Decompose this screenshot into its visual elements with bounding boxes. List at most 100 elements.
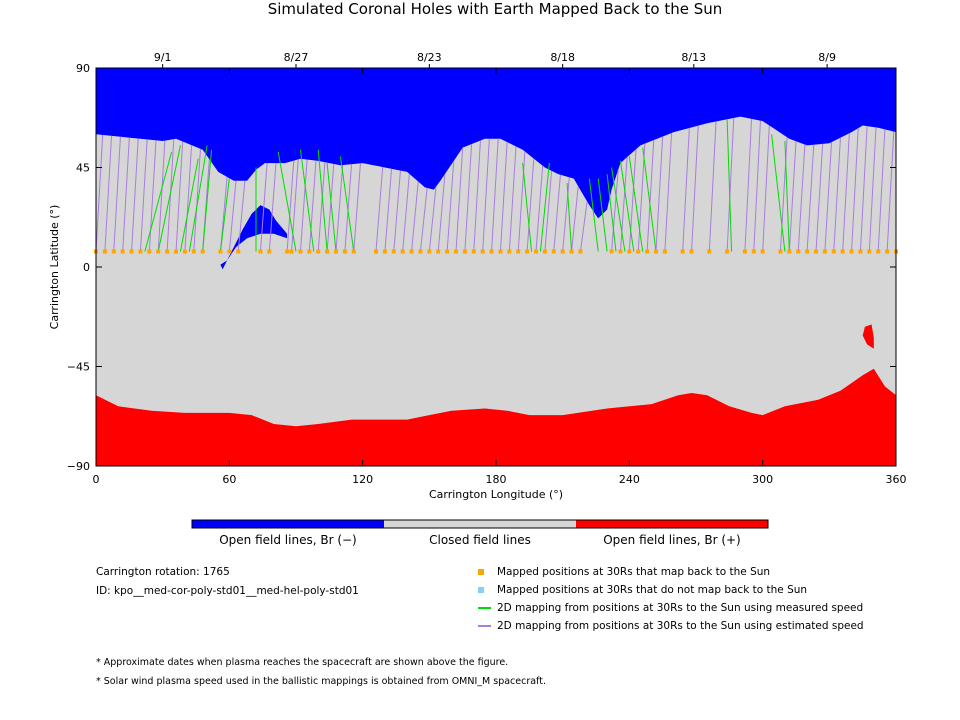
colorbar-negative-segment	[192, 520, 384, 528]
mapped-position-point	[627, 249, 632, 254]
mapped-position-point	[805, 249, 810, 254]
mapped-position-point	[400, 249, 405, 254]
legend-label-estimated: 2D mapping from positions at 30Rs to the…	[497, 620, 864, 632]
estimated-mapping-line	[437, 174, 446, 252]
estimated-mapping-line	[646, 140, 655, 252]
mapped-position-point	[120, 249, 125, 254]
estimated-mapping-line	[886, 131, 895, 252]
mapped-position-point	[680, 249, 685, 254]
mapped-position-point	[102, 249, 107, 254]
mapped-position-point	[427, 249, 432, 254]
mapped-position-point	[418, 249, 423, 254]
estimated-mapping-line	[815, 143, 824, 252]
mapped-position-point	[609, 249, 614, 254]
mapped-position-point	[654, 249, 658, 254]
mapped-position-point	[516, 249, 521, 254]
y-tick-label: 90	[76, 62, 90, 75]
mapped-position-point	[138, 249, 143, 254]
measured-mapping-line	[219, 178, 230, 252]
estimated-mapping-line	[353, 163, 361, 252]
mapped-position-point	[742, 249, 747, 254]
estimated-mapping-line	[508, 146, 517, 252]
estimated-mapping-line	[228, 180, 237, 252]
x-axis-label: Carrington Longitude (°)	[429, 488, 563, 501]
date-tick-label: 8/27	[284, 51, 309, 64]
mapped-position-point	[298, 249, 303, 254]
x-tick-label: 240	[619, 473, 640, 486]
colorbar-closed-segment	[384, 520, 576, 528]
mapped-position-point	[334, 249, 338, 254]
estimated-mapping-line	[753, 120, 761, 252]
mapped-position-point	[489, 249, 494, 254]
mapped-position-point	[129, 249, 134, 254]
x-tick-label: 360	[886, 473, 907, 486]
estimated-line-icon	[478, 625, 491, 627]
estimated-mapping-line	[335, 165, 344, 252]
estimated-mapping-line	[237, 180, 246, 252]
measured-mapping-line	[144, 151, 173, 252]
measured-mapping-line	[628, 156, 644, 252]
mapped-position-point	[285, 249, 290, 254]
mapped-position-point	[560, 249, 565, 254]
estimated-mapping-line	[139, 139, 148, 252]
estimated-mapping-line	[104, 135, 113, 252]
north-coronal-hole	[96, 68, 896, 219]
note-dates: * Approximate dates when plasma reaches …	[96, 657, 509, 668]
measured-mapping-line	[339, 156, 355, 252]
mapped-position-point	[618, 249, 623, 254]
unmapped-square-icon	[478, 587, 484, 593]
estimated-mapping-line	[326, 163, 335, 252]
isolated-negative-hole	[220, 205, 288, 270]
estimated-mapping-line	[877, 129, 886, 252]
estimated-mapping-line	[402, 173, 410, 252]
mapped-position-point	[342, 249, 347, 254]
estimated-mapping-line	[157, 140, 166, 252]
legend-label-mapped: Mapped positions at 30Rs that map back t…	[497, 566, 771, 578]
mapped-position-point	[551, 249, 556, 254]
estimated-mapping-line	[762, 125, 770, 252]
measured-mapping-line	[611, 167, 626, 252]
estimated-mapping-line	[384, 168, 393, 252]
x-tick-label: 0	[93, 473, 100, 486]
mapped-position-point	[258, 249, 263, 254]
mapped-position-point	[822, 249, 827, 254]
estimated-mapping-line	[562, 177, 570, 252]
measured-mapping-line	[606, 174, 617, 252]
colorbar-label-negative: Open field lines, Br (−)	[219, 533, 357, 547]
measured-mapping-line	[784, 140, 790, 252]
date-tick-label: 8/18	[550, 51, 575, 64]
mapped-position-point	[645, 249, 650, 254]
estimated-mapping-line	[299, 159, 308, 252]
y-tick-label: 0	[83, 261, 90, 274]
mapped-position-point	[662, 249, 667, 254]
measured-mapping-line	[522, 163, 533, 252]
mapped-position-point	[445, 249, 450, 254]
estimated-mapping-line	[344, 164, 353, 252]
colorbar-frame	[191, 519, 769, 529]
legend-label-measured: 2D mapping from positions at 30Rs to the…	[497, 602, 864, 614]
estimated-mapping-line	[482, 138, 490, 252]
mapped-position-point	[307, 249, 312, 254]
mapped-position-point	[382, 249, 387, 254]
estimated-mapping-line	[375, 167, 384, 252]
estimated-mapping-line	[317, 162, 326, 252]
mapped-position-point	[636, 249, 641, 254]
mapped-position-point	[374, 249, 378, 254]
estimated-mapping-line	[131, 138, 139, 252]
estimated-mapping-line	[744, 118, 753, 252]
mapped-position-point	[289, 249, 294, 254]
estimated-mapping-line	[619, 157, 628, 252]
estimated-mapping-line	[868, 127, 877, 252]
measured-mapping-line	[326, 163, 337, 252]
measured-mapping-line	[157, 145, 181, 252]
measured-mapping-line	[566, 182, 573, 252]
estimated-mapping-line	[851, 128, 859, 252]
estimated-mapping-line	[122, 137, 130, 252]
x-tick-label: 300	[752, 473, 773, 486]
estimated-mapping-line	[286, 160, 295, 252]
estimated-mapping-line	[637, 143, 646, 252]
mapped-position-point	[227, 249, 232, 254]
colorbar-positive-segment	[576, 520, 768, 528]
measured-mapping-line	[299, 149, 315, 252]
estimated-mapping-line	[491, 138, 499, 252]
